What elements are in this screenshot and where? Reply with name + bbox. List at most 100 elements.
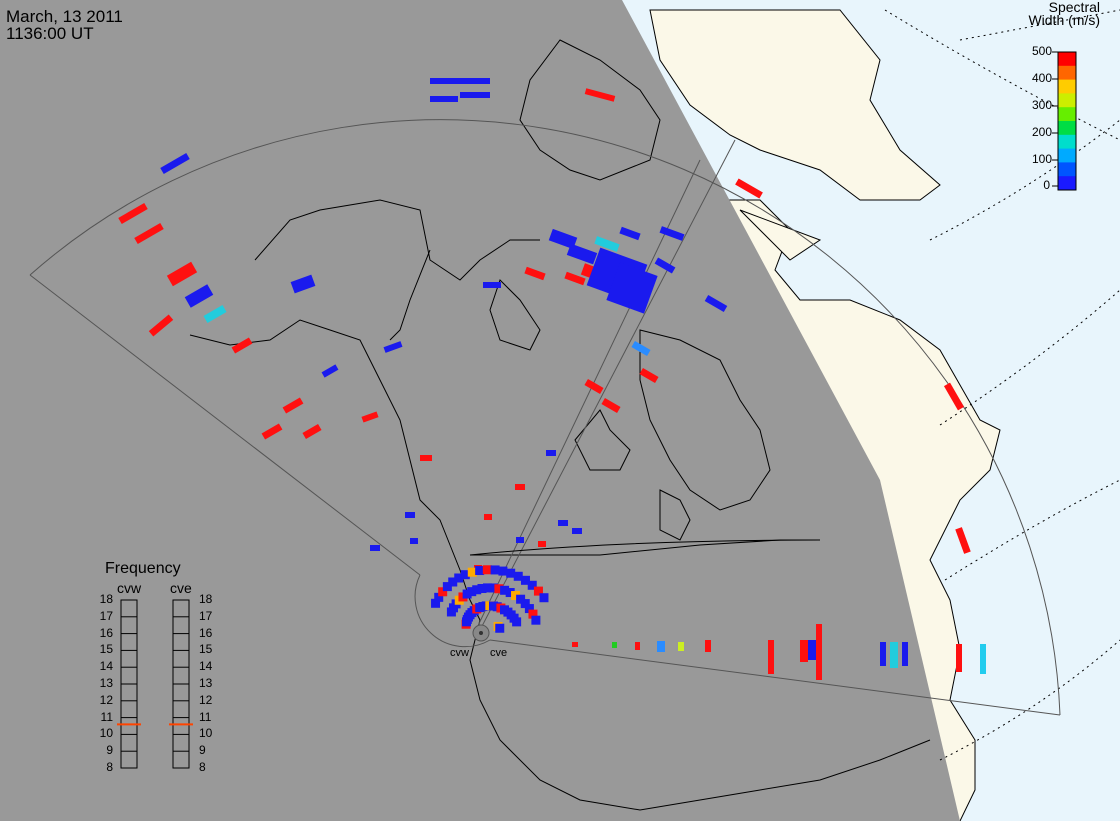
scatter-cell (488, 583, 498, 593)
scatter-cell (477, 584, 487, 594)
scatter-cell (513, 571, 523, 581)
scatter-cell (431, 598, 441, 608)
scatter-cell (484, 514, 492, 520)
night-shade (0, 0, 960, 821)
frequency-tick-label: 10 (199, 726, 213, 741)
scatter-cell (524, 604, 534, 614)
scatter-cell (572, 528, 582, 534)
scatter-cell (564, 271, 586, 286)
frequency-tick-label: 13 (199, 676, 213, 690)
scatter-cell (405, 512, 415, 518)
scatter-cell (639, 367, 659, 384)
scatter-cell (566, 243, 598, 265)
radar-site-dot (479, 631, 483, 635)
colorbar-tick: 200 (1032, 125, 1053, 139)
scatter-cell (472, 585, 482, 595)
scatter-cell (890, 642, 898, 668)
scatter-cell (800, 640, 808, 662)
scatter-cell (134, 222, 164, 245)
scatter-cell (546, 450, 556, 456)
colorbar-title-line2: Width (m/s) (1028, 12, 1100, 28)
frequency-radar-cvw: cvw (117, 580, 142, 596)
scatter-cell (808, 640, 818, 660)
colorbar-segment (1058, 176, 1076, 191)
scatter-cell (430, 96, 458, 102)
scatter-cell (902, 642, 908, 666)
scatter-cell (460, 78, 490, 84)
scatter-cell (494, 584, 504, 594)
colorbar-tick: 0 (1043, 178, 1050, 192)
scatter-cell (594, 236, 620, 252)
colorbar-tick: 400 (1032, 71, 1053, 85)
scatter-cell (516, 537, 524, 543)
colorbar-segment (1058, 148, 1076, 163)
coastlines (189, 39, 931, 811)
scatter-cell (495, 623, 505, 633)
scatter-cell (533, 586, 543, 596)
scatter-cell (558, 520, 568, 526)
scatter-cell (980, 644, 986, 674)
scatter-cell (203, 305, 227, 323)
scatter-cell (448, 577, 458, 587)
scatter-cell (943, 382, 965, 411)
scatter-cell (166, 261, 198, 287)
scatter-cell (361, 411, 379, 423)
frequency-tick-label: 12 (99, 692, 113, 707)
scatter-cell (678, 642, 684, 651)
scatter-cell (705, 640, 711, 652)
colorbar-segment (1058, 121, 1076, 136)
site-label-cve: cve (490, 647, 508, 659)
frequency-tick-label: 18 (99, 592, 113, 606)
date-label: March, 13 2011 (6, 7, 123, 26)
scatter-cell (482, 565, 492, 575)
scatter-cell (370, 545, 380, 551)
scatter-cell (657, 641, 665, 652)
scatter-cell (460, 92, 490, 98)
scatter-cell (490, 565, 500, 575)
site-label-cvw: cvw (450, 647, 469, 659)
scatter-cell (290, 274, 316, 294)
colorbar-segment (1058, 65, 1076, 81)
colorbar-title-line1: Spectral (1048, 0, 1100, 15)
frequency-tick-label: 13 (99, 676, 113, 690)
scatter-cell (531, 615, 541, 625)
frequency-tick-label: 17 (199, 608, 213, 623)
scatter-cell (584, 88, 616, 102)
scatter-cell (483, 282, 501, 288)
frequency-tick-label: 9 (106, 743, 113, 758)
scatter-cell (816, 624, 822, 680)
scatter-cell (520, 575, 530, 585)
frequency-tick-label: 15 (99, 642, 113, 657)
frequency-tick-label: 16 (99, 625, 113, 640)
day-land-greenland (649, 9, 941, 201)
color-bar (1052, 51, 1077, 191)
scatter-cell (410, 538, 418, 544)
radar-cells (118, 78, 986, 680)
scatter-cell (768, 640, 774, 674)
map-grid (884, 9, 1120, 761)
frequency-tick-label: 8 (106, 760, 113, 774)
frequency-tick-label: 16 (199, 625, 213, 640)
scatter-cell (527, 580, 537, 590)
frequency-tick-label: 11 (100, 709, 113, 724)
scatter-cell (659, 226, 685, 241)
scatter-cell (635, 642, 640, 650)
scatter-cell (302, 423, 322, 440)
scatter-cell (601, 397, 621, 414)
scatter-cell (515, 484, 525, 490)
colorbar-tick: 100 (1032, 152, 1053, 166)
scatter-cell (704, 294, 728, 313)
scatter-cell (442, 582, 452, 592)
scatter-cell (511, 591, 521, 601)
scatter-cell (500, 585, 510, 595)
colorbar-tick: 300 (1032, 98, 1053, 112)
frequency-tick-label: 14 (99, 659, 113, 674)
scatter-cell (438, 587, 448, 597)
day-land-west (739, 209, 822, 261)
field-of-view (29, 119, 1061, 716)
colorbar-segment (1058, 107, 1076, 122)
scatter-cell (520, 599, 530, 609)
scatter-cell (572, 642, 578, 647)
scatter-cell (383, 341, 403, 353)
